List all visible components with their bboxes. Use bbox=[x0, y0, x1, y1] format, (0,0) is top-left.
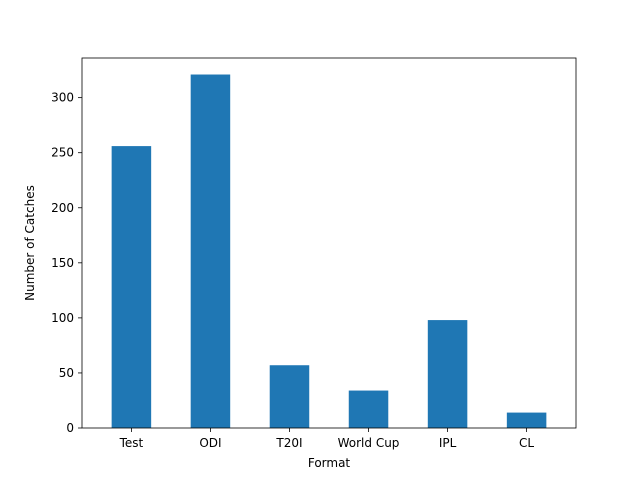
y-tick-label: 300 bbox=[51, 91, 74, 105]
y-tick-label: 200 bbox=[51, 201, 74, 215]
y-tick-label: 250 bbox=[51, 146, 74, 160]
x-tick-label: Test bbox=[119, 436, 144, 450]
bar-t20i bbox=[269, 365, 310, 428]
bar-odi bbox=[190, 74, 231, 429]
y-tick-label: 150 bbox=[51, 256, 74, 270]
bar-cl bbox=[506, 412, 547, 428]
x-tick-label: T20I bbox=[275, 436, 302, 450]
y-tick-label: 100 bbox=[51, 311, 74, 325]
y-tick-label: 0 bbox=[66, 421, 74, 435]
x-tick-label: World Cup bbox=[338, 436, 400, 450]
x-tick-label: IPL bbox=[439, 436, 457, 450]
y-tick-label: 50 bbox=[59, 366, 74, 380]
bar-world-cup bbox=[348, 390, 389, 428]
bar-ipl bbox=[427, 320, 468, 428]
bar-test bbox=[111, 146, 152, 428]
bars-layer bbox=[111, 74, 547, 429]
plot-frame bbox=[81, 57, 577, 429]
y-axis-label: Number of Catches bbox=[23, 185, 37, 301]
axes-layer bbox=[81, 57, 577, 429]
x-tick-label: CL bbox=[519, 436, 534, 450]
x-tick-label: ODI bbox=[199, 436, 221, 450]
x-axis-label: Format bbox=[308, 456, 351, 470]
ticks-layer: Test ODI T20I World Cup IPL CL 0 50 100 150 200 250… bbox=[51, 91, 534, 450]
